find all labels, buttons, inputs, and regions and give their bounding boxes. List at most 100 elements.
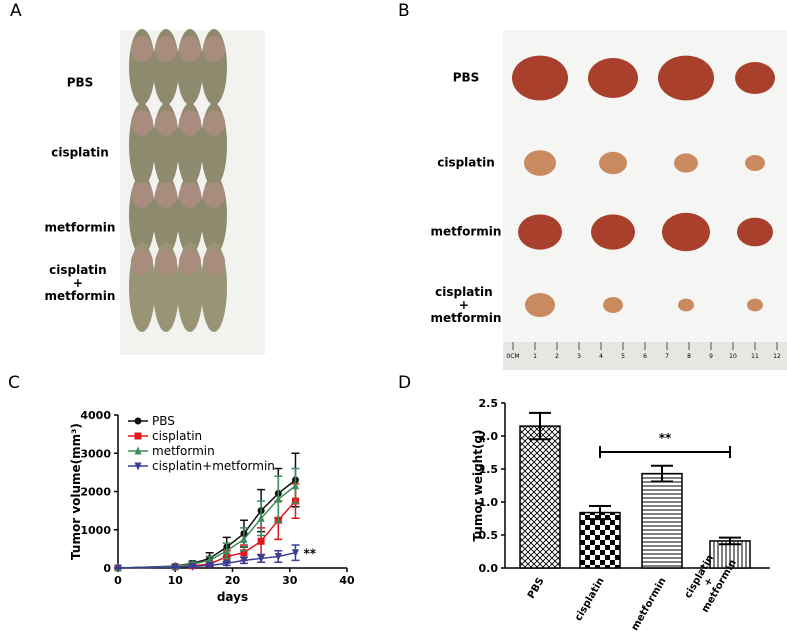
ruler-label: 5: [621, 353, 625, 360]
tumor: [747, 298, 763, 312]
tumor: [512, 55, 568, 101]
group-label: cisplatin: [51, 146, 109, 160]
marker: [257, 554, 265, 563]
ruler-label: 2: [555, 353, 559, 360]
y-axis-label: Tumor volume(mm³): [69, 423, 83, 560]
marker: [240, 556, 248, 565]
x-tick-label: 0: [114, 574, 122, 587]
tumor: [599, 151, 627, 175]
y-tick-label: 2.0: [479, 430, 499, 443]
tumor: [674, 153, 698, 173]
marker: [291, 481, 299, 490]
error-bar: [529, 411, 551, 441]
line: [117, 479, 296, 569]
tumor: [745, 155, 765, 171]
tumor: [662, 212, 710, 252]
mouse-head: [203, 36, 225, 62]
y-axis-label: Tumor weight(g): [471, 429, 485, 541]
mouse-head: [179, 249, 201, 275]
tumor: [735, 62, 775, 94]
tumor: [737, 217, 773, 247]
mouse-head: [131, 182, 153, 208]
ruler-label: 6: [643, 353, 647, 360]
tumor: [525, 293, 555, 317]
mouse-head: [203, 249, 225, 275]
mouse-head: [131, 36, 153, 62]
ruler-label: 1: [533, 353, 537, 360]
marker: [291, 549, 299, 558]
marker: [134, 462, 142, 471]
group-label: metformin: [45, 221, 116, 235]
bar: [709, 540, 751, 569]
bar: [579, 511, 621, 569]
tumor: [603, 297, 623, 313]
bar: [641, 472, 683, 569]
legend-label: cisplatin+metformin: [152, 459, 275, 473]
y-tick-label: 1.0: [479, 496, 499, 509]
y-tick-label: 2000: [80, 486, 111, 499]
tumor: [678, 298, 694, 312]
x-tick-label: cisplatin: [573, 576, 607, 623]
mouse-head: [131, 249, 153, 275]
y-tick-label: 0: [103, 562, 111, 575]
marker: [274, 494, 282, 503]
ruler-label: 7: [665, 353, 669, 360]
group-label: cisplatin + metformin: [431, 284, 502, 324]
group-label: metformin: [431, 225, 502, 239]
panel-label: A: [10, 1, 22, 21]
marker: [257, 537, 265, 545]
legend-label: PBS: [152, 414, 175, 428]
mouse-head: [155, 36, 177, 62]
line: [117, 485, 296, 569]
mouse-head: [155, 182, 177, 208]
x-tick-label: 10: [168, 574, 184, 587]
group-label: cisplatin: [437, 156, 495, 170]
y-tick-label: 1.5: [479, 463, 499, 476]
mouse-head: [179, 182, 201, 208]
group-label: PBS: [453, 71, 480, 85]
panel-label: D: [398, 373, 411, 393]
error-bar: [719, 536, 741, 546]
x-axis-label: days: [217, 590, 248, 604]
marker: [223, 546, 231, 555]
marker: [134, 432, 142, 440]
marker: [114, 564, 122, 573]
significance-bracket: [599, 446, 731, 458]
mouse-head: [179, 110, 201, 136]
group-label: PBS: [67, 76, 94, 90]
tumor: [588, 58, 638, 98]
ruler-label: 4: [599, 353, 603, 360]
y-tick-label: 2.5: [479, 397, 499, 410]
ruler-label: 8: [687, 353, 691, 360]
ruler-label: 10: [729, 353, 737, 360]
marker: [171, 563, 179, 572]
mouse-head: [203, 110, 225, 136]
error-bar: [651, 464, 673, 483]
x-tick-label: PBS: [526, 576, 547, 601]
marker: [188, 562, 196, 571]
mouse-head: [179, 36, 201, 62]
annotation: **: [659, 431, 672, 445]
marker: [274, 553, 282, 562]
annotation: **: [303, 547, 316, 561]
panel-label: C: [8, 373, 20, 393]
marker: [240, 534, 248, 543]
group-label: cisplatin + metformin: [45, 262, 116, 302]
y-tick-label: 0.5: [479, 529, 499, 542]
ruler-label: 11: [751, 353, 759, 360]
tumor: [524, 150, 556, 176]
marker: [206, 561, 214, 570]
marker: [240, 549, 248, 557]
y-tick-label: 1000: [80, 524, 111, 537]
ruler-label: 9: [709, 353, 713, 360]
ruler-label: 0CM: [506, 353, 519, 360]
marker: [134, 446, 142, 455]
mouse-head: [203, 182, 225, 208]
x-tick-label: 40: [339, 574, 355, 587]
mouse-head: [155, 249, 177, 275]
tumor: [658, 55, 714, 101]
x-tick-label: 20: [225, 574, 241, 587]
y-tick-label: 4000: [80, 409, 111, 422]
legend-label: metformin: [152, 444, 215, 458]
